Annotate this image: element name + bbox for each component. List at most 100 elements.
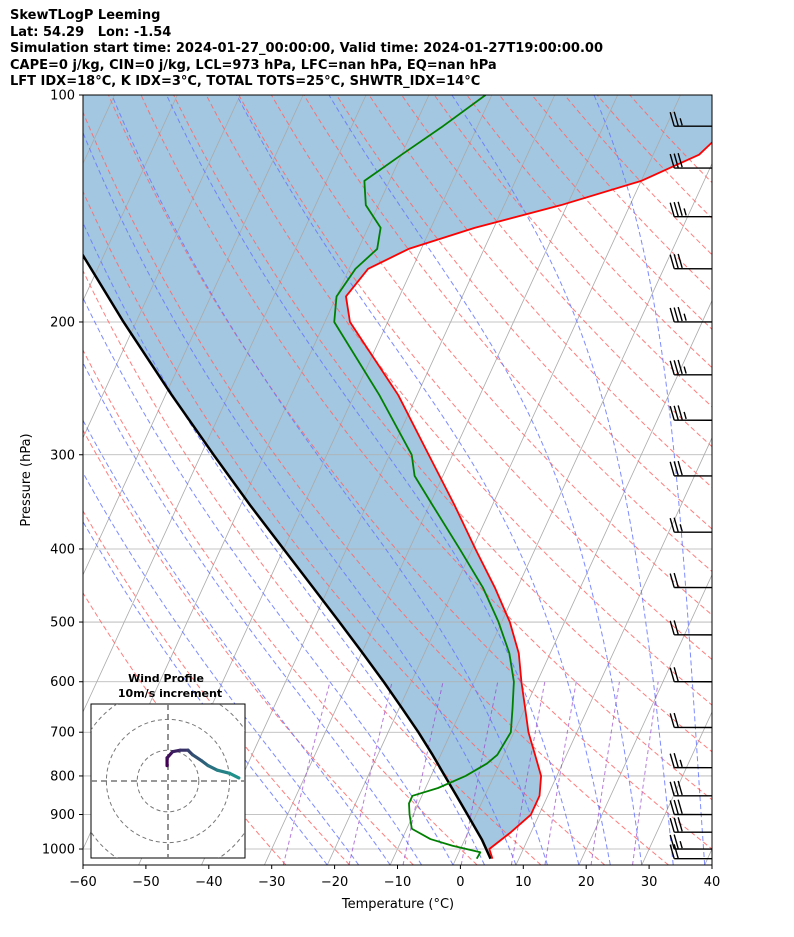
wind-barb-flag	[677, 780, 683, 796]
location-line: Lat: 54.29 Lon: -1.54	[10, 24, 172, 40]
wind-barb-half	[679, 759, 683, 767]
dry-adiabat-line	[173, 95, 712, 753]
wind-barb	[669, 844, 713, 860]
axis-ticks-layer: −60 −50 −40 −30 −20 −10 0 10 20 30 40 1000 900 800 700…	[42, 89, 720, 891]
dry-adiabat-line	[433, 95, 712, 408]
moist-adiabat-line	[83, 471, 360, 865]
wind-barb	[669, 253, 713, 270]
x-tick-label: 30	[641, 875, 658, 890]
wind-barb-flag	[669, 753, 675, 768]
wind-barb-flag	[677, 405, 683, 420]
wind-barb-flag	[669, 461, 675, 477]
isotherm-line	[83, 95, 367, 713]
dry-adiabat-line	[83, 349, 478, 865]
time-line: Simulation start time: 2024-01-27_00:00:…	[10, 41, 603, 57]
x-tick-label: −60	[69, 875, 96, 890]
dry-adiabat-line	[368, 95, 712, 489]
wind-barbs-layer	[669, 111, 713, 860]
hodograph-segment	[191, 753, 204, 763]
mixing-ratio-line	[510, 681, 546, 865]
wind-barb-flag	[677, 153, 683, 168]
dry-adiabat-line	[205, 95, 712, 706]
wind-barb-flag	[677, 817, 683, 832]
dry-adiabat-line	[303, 95, 712, 573]
mixing-ratio-line	[348, 681, 393, 865]
isotherm-line	[578, 573, 712, 865]
isotherm-line	[704, 848, 712, 865]
wind-barb-flag	[669, 620, 675, 636]
wind-barb	[669, 405, 713, 421]
chart-header: SkewTLogP Leeming Lat: 54.29 Lon: -1.54 Si…	[10, 8, 603, 91]
wind-barb-flag	[669, 307, 675, 323]
x-tick-label: 0	[456, 875, 464, 890]
wind-barb	[669, 111, 713, 127]
mixing-ratio-line	[544, 681, 577, 865]
moist-adiabat-line	[83, 296, 454, 865]
moist-adiabat-line	[83, 131, 517, 865]
dry-adiabat-line	[596, 95, 712, 220]
dry-adiabat-line	[83, 190, 606, 865]
y-tick-label: 800	[50, 769, 75, 784]
wind-barb	[669, 620, 713, 636]
wind-barb-flag	[677, 460, 683, 476]
wind-barb	[669, 517, 713, 533]
wind-barb	[669, 359, 713, 376]
wind-barb-flag	[673, 153, 679, 168]
y-axis-label: Pressure (hPa)	[19, 433, 34, 526]
x-tick-label: 20	[578, 875, 595, 890]
wind-barb-flag	[677, 799, 683, 814]
wind-barb-flag	[673, 620, 679, 635]
x-tick-label: 10	[515, 875, 532, 890]
wind-barb-flag	[677, 359, 683, 375]
wind-barb-flag	[669, 517, 675, 533]
dry-adiabat-line	[108, 95, 712, 850]
isotherm-line	[83, 95, 241, 439]
moist-adiabat-line	[83, 520, 328, 865]
dewpoint-profile-line	[333, 95, 515, 860]
isotherm-line	[452, 299, 712, 865]
y-tick-label: 700	[50, 726, 75, 741]
wind-barb	[669, 712, 713, 729]
wind-barb-flag	[673, 461, 679, 476]
x-tick-label: −40	[195, 875, 222, 890]
y-tick-label: 1000	[42, 843, 75, 858]
wind-barb	[669, 306, 713, 323]
mixing-ratio-line	[460, 681, 499, 865]
moist-adiabat-line	[83, 361, 423, 865]
wind-barb-flag	[673, 781, 679, 796]
hodograph-subtitle: 10m/s increment	[118, 687, 222, 700]
wind-barb-flag	[669, 254, 675, 269]
wind-barb	[669, 572, 713, 589]
wind-barb-flag	[673, 202, 679, 217]
indices-line-2: LFT IDX=18°C, K IDX=3°C, TOTAL TOTS=25°C…	[10, 74, 481, 90]
wind-barb-flag	[669, 202, 675, 217]
isotherm-line	[641, 710, 712, 865]
hodograph-plot-area	[91, 704, 245, 858]
mixing-ratio-line	[282, 681, 331, 865]
y-tick-label: 300	[50, 448, 75, 463]
wind-barb-half	[683, 208, 687, 216]
parcel-profile-line	[83, 253, 492, 860]
hodograph-segment	[228, 771, 241, 780]
moist-adiabat-line	[83, 419, 391, 865]
wind-barb-flag	[669, 713, 675, 728]
wind-barb-flag	[669, 573, 675, 588]
wind-barb-half	[683, 313, 687, 321]
mixing-ratio-line	[632, 681, 659, 865]
x-tick-label: −20	[321, 875, 348, 890]
dry-adiabat-line	[83, 269, 542, 865]
mixing-ratio-line	[402, 681, 444, 865]
wind-barb-flag	[669, 667, 675, 682]
wind-barb-flag	[669, 406, 675, 421]
moist-adiabat-line	[236, 95, 611, 865]
y-tick-label: 200	[50, 315, 75, 330]
wind-barb	[669, 153, 713, 169]
wind-barb-flag	[673, 817, 679, 832]
x-tick-label: 40	[704, 875, 721, 890]
y-tick-label: 900	[50, 808, 75, 823]
wind-barb-flag	[677, 253, 683, 269]
isotherm-line	[83, 95, 304, 576]
moist-adiabat-line	[593, 95, 706, 865]
indices-line: CAPE=0 j/kg, CIN=0 j/kg, LCL=973 hPa, LF…	[10, 57, 497, 73]
wind-barb-flag	[673, 360, 679, 375]
